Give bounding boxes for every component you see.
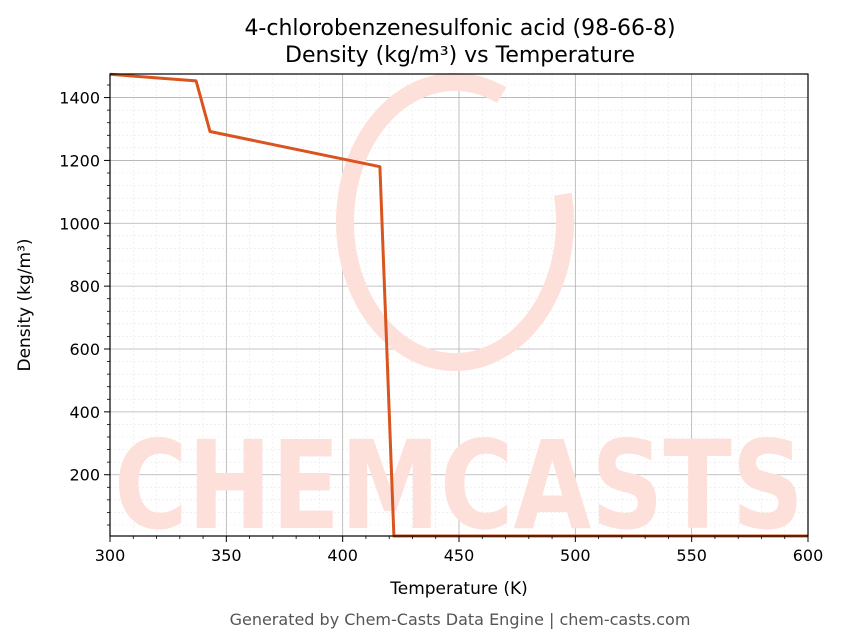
y-tick-label: 200 [69, 466, 100, 485]
y-tick-label: 1200 [59, 151, 100, 170]
y-tick-label: 600 [69, 340, 100, 359]
watermark-text: CHEMCASTS [114, 415, 804, 557]
x-tick-label: 500 [560, 546, 591, 565]
chart-title: 4-chlorobenzenesulfonic acid (98-66-8) [244, 16, 675, 41]
x-tick-label: 600 [793, 546, 824, 565]
y-axis-label: Density (kg/m³) [15, 238, 35, 371]
x-tick-label: 450 [444, 546, 475, 565]
y-tick-label: 1400 [59, 89, 100, 108]
y-axis-ticks: 200 400 600 800 1000 1200 1400 [59, 84, 110, 526]
x-axis-ticks: 300 350 400 450 500 550 600 [95, 536, 824, 565]
x-tick-label: 400 [327, 546, 358, 565]
x-tick-label: 350 [211, 546, 242, 565]
y-tick-label: 1000 [59, 214, 100, 233]
major-grid [109, 74, 809, 536]
x-tick-label: 550 [676, 546, 707, 565]
x-tick-label: 300 [95, 546, 126, 565]
plot-area: CHEMCASTS [109, 72, 809, 557]
chart-subtitle: Density (kg/m³) vs Temperature [285, 43, 635, 68]
watermark: CHEMCASTS [114, 73, 804, 557]
x-axis-label: Temperature (K) [389, 579, 528, 599]
watermark-logo-ring [336, 73, 574, 371]
footer-text: Generated by Chem-Casts Data Engine | ch… [230, 610, 691, 629]
y-tick-label: 800 [69, 277, 100, 296]
y-tick-label: 400 [69, 403, 100, 422]
